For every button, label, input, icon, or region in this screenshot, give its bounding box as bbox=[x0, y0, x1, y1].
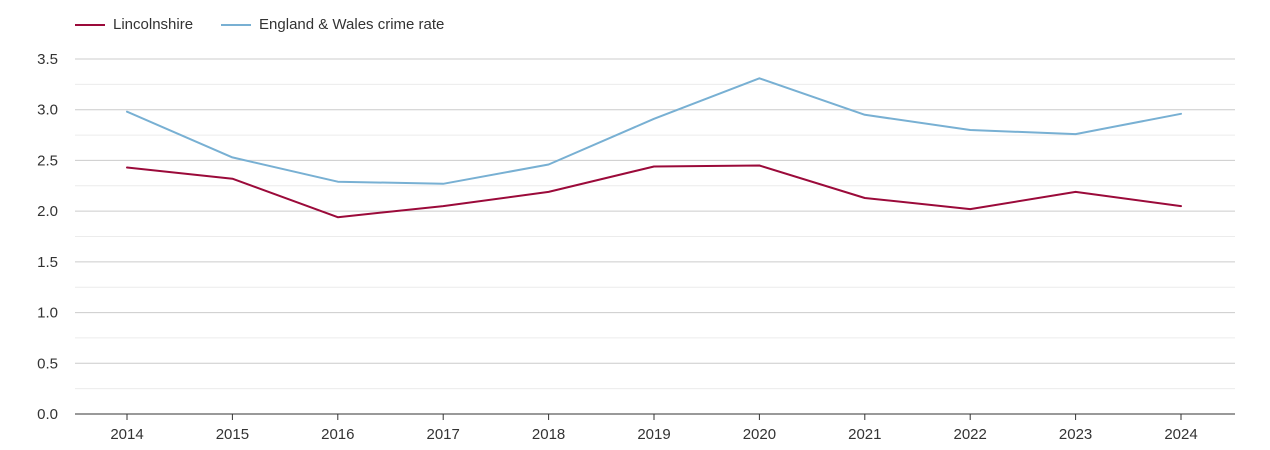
data-point-england-wales[interactable] bbox=[652, 117, 656, 121]
data-point-lincolnshire[interactable] bbox=[652, 165, 656, 169]
x-tick-label: 2016 bbox=[321, 426, 354, 443]
data-point-lincolnshire[interactable] bbox=[757, 164, 761, 168]
data-point-lincolnshire[interactable] bbox=[968, 207, 972, 211]
data-point-lincolnshire[interactable] bbox=[125, 166, 129, 170]
legend-label-lincolnshire: Lincolnshire bbox=[113, 16, 194, 33]
data-point-lincolnshire[interactable] bbox=[336, 215, 340, 219]
data-point-england-wales[interactable] bbox=[336, 180, 340, 184]
x-tick-label: 2015 bbox=[216, 426, 249, 443]
y-tick-label: 3.0 bbox=[37, 102, 58, 119]
legend-label-england-wales: England & Wales crime rate bbox=[259, 16, 445, 33]
x-tick-label: 2019 bbox=[637, 426, 670, 443]
y-tick-label: 2.5 bbox=[37, 152, 58, 169]
data-point-england-wales[interactable] bbox=[1074, 132, 1078, 136]
y-tick-label: 1.5 bbox=[37, 254, 58, 271]
data-point-england-wales[interactable] bbox=[1179, 112, 1183, 116]
data-point-england-wales[interactable] bbox=[441, 182, 445, 186]
data-point-england-wales[interactable] bbox=[230, 155, 234, 159]
legend-item-lincolnshire[interactable]: Lincolnshire bbox=[75, 16, 193, 33]
x-tick-label: 2021 bbox=[848, 426, 881, 443]
series-line-england-wales[interactable] bbox=[126, 77, 1182, 185]
x-tick-label: 2024 bbox=[1164, 426, 1197, 443]
data-point-lincolnshire[interactable] bbox=[1074, 190, 1078, 194]
y-tick-label: 2.0 bbox=[37, 203, 58, 220]
data-point-lincolnshire[interactable] bbox=[230, 177, 234, 181]
x-axis: 2014 2015 2016 2017 2018 2019 2020 2021 2022 2023… bbox=[75, 413, 1235, 443]
data-point-lincolnshire[interactable] bbox=[863, 196, 867, 200]
data-point-england-wales[interactable] bbox=[968, 128, 972, 132]
y-axis: 0.0 0.5 1.0 1.5 2.0 2.5 3.0 3.5 bbox=[37, 51, 58, 423]
data-point-lincolnshire[interactable] bbox=[1179, 204, 1183, 208]
y-tick-label: 1.0 bbox=[37, 305, 58, 322]
legend-swatch-lincolnshire bbox=[75, 23, 105, 26]
x-tick-label: 2017 bbox=[427, 426, 460, 443]
series-line-lincolnshire[interactable] bbox=[126, 164, 1182, 219]
grid-lines bbox=[75, 58, 1235, 390]
x-tick-label: 2014 bbox=[110, 426, 143, 443]
x-tick-label: 2023 bbox=[1059, 426, 1092, 443]
x-tick-label: 2022 bbox=[954, 426, 987, 443]
data-point-england-wales[interactable] bbox=[863, 113, 867, 117]
y-tick-label: 3.5 bbox=[37, 51, 58, 68]
data-point-lincolnshire[interactable] bbox=[547, 190, 551, 194]
data-point-lincolnshire[interactable] bbox=[441, 204, 445, 208]
y-tick-label: 0.5 bbox=[37, 355, 58, 372]
legend-item-england-wales[interactable]: England & Wales crime rate bbox=[221, 16, 444, 33]
legend-swatch-england-wales bbox=[221, 23, 252, 26]
data-point-england-wales[interactable] bbox=[757, 76, 761, 80]
data-point-england-wales[interactable] bbox=[547, 162, 551, 166]
x-tick-label: 2018 bbox=[532, 426, 565, 443]
data-point-england-wales[interactable] bbox=[125, 110, 129, 114]
y-tick-label: 0.0 bbox=[37, 406, 58, 423]
series-lines bbox=[125, 76, 1183, 219]
legend: Lincolnshire England & Wales crime rate bbox=[75, 16, 472, 33]
x-tick-label: 2020 bbox=[743, 426, 776, 443]
